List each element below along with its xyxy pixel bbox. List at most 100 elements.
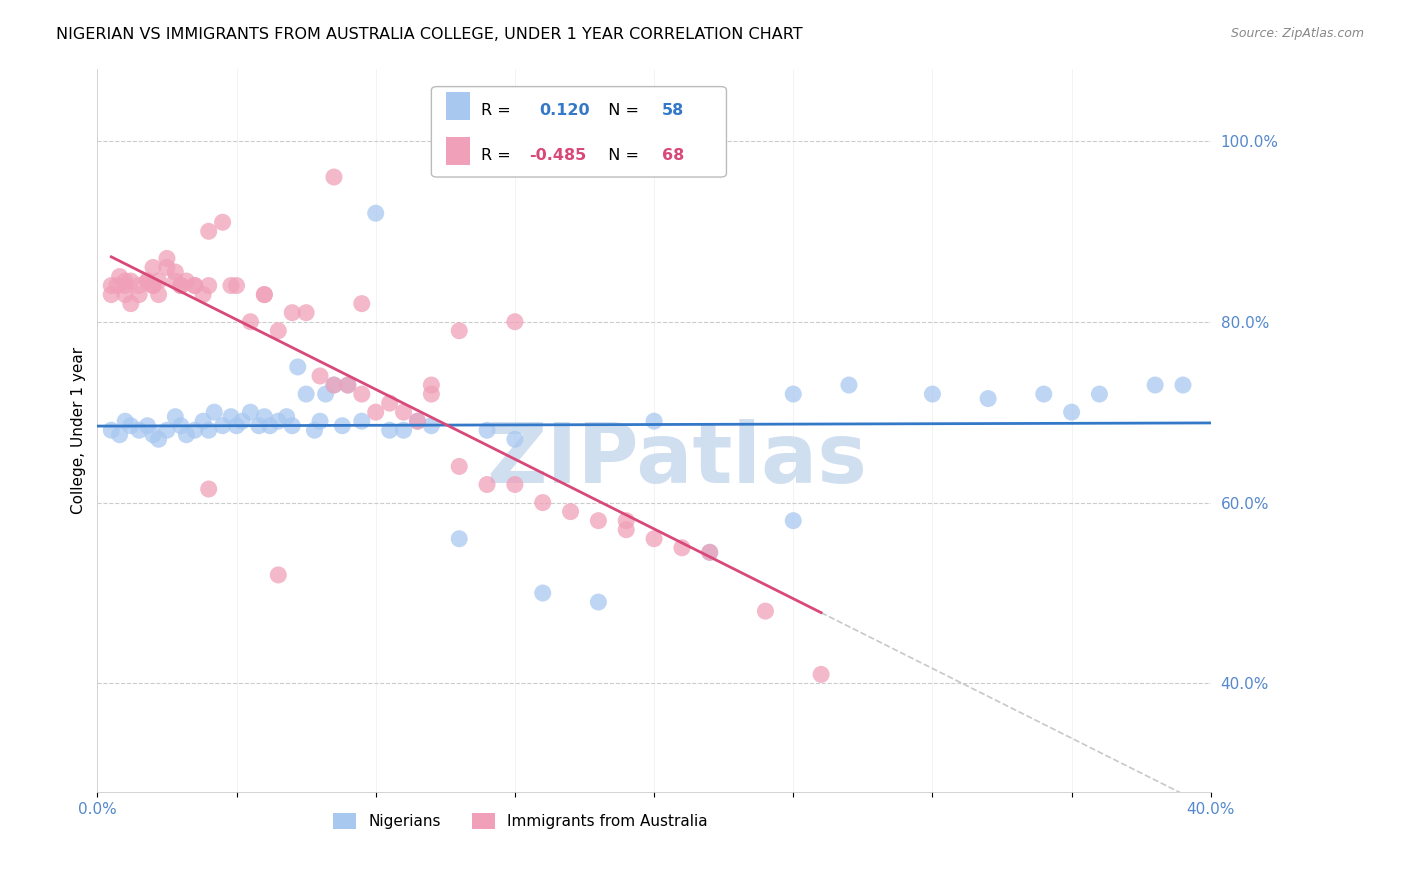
Point [148, 287, 170, 301]
Point [136, 274, 159, 288]
Point [100, 287, 122, 301]
Point [184, 423, 207, 437]
Point [782, 387, 804, 401]
Point [108, 269, 131, 284]
Point [191, 414, 214, 428]
Point [202, 405, 225, 419]
Point [392, 423, 415, 437]
Point [323, 378, 346, 392]
Point [105, 278, 128, 293]
Point [239, 315, 262, 329]
Point [165, 274, 187, 288]
Point [253, 287, 276, 301]
Point [165, 265, 187, 279]
Point [148, 432, 170, 446]
Legend: Nigerians, Immigrants from Australia: Nigerians, Immigrants from Australia [328, 806, 714, 835]
Point [211, 418, 233, 433]
Point [330, 418, 353, 433]
Point [100, 423, 122, 437]
Point [531, 495, 554, 509]
Point [253, 287, 276, 301]
Point [1060, 405, 1083, 419]
Point [1171, 378, 1194, 392]
Point [128, 423, 150, 437]
Point [108, 427, 131, 442]
Point [120, 418, 142, 433]
Point [406, 414, 429, 428]
Point [364, 206, 387, 220]
Point [267, 414, 290, 428]
Point [114, 278, 136, 293]
Point [295, 306, 318, 320]
Point [921, 387, 943, 401]
Point [114, 414, 136, 428]
Point [378, 423, 401, 437]
Point [191, 287, 214, 301]
Point [754, 604, 776, 618]
Point [128, 278, 150, 293]
Text: 0.120: 0.120 [540, 103, 591, 119]
Point [225, 418, 247, 433]
Point [1088, 387, 1111, 401]
Text: Source: ZipAtlas.com: Source: ZipAtlas.com [1230, 27, 1364, 40]
Point [475, 423, 498, 437]
Point [142, 278, 165, 293]
Point [699, 545, 721, 559]
Point [170, 418, 193, 433]
Point [114, 274, 136, 288]
Point [120, 274, 142, 288]
Point [239, 405, 262, 419]
Point [184, 278, 207, 293]
Point [392, 405, 415, 419]
Point [531, 586, 554, 600]
Point [1144, 378, 1167, 392]
Point [219, 278, 242, 293]
Point [378, 396, 401, 410]
Point [350, 387, 373, 401]
Text: NIGERIAN VS IMMIGRANTS FROM AUSTRALIA COLLEGE, UNDER 1 YEAR CORRELATION CHART: NIGERIAN VS IMMIGRANTS FROM AUSTRALIA CO… [56, 27, 803, 42]
Point [699, 545, 721, 559]
Point [176, 274, 198, 288]
Point [276, 409, 298, 424]
Point [225, 278, 247, 293]
Point [588, 514, 610, 528]
Point [281, 306, 304, 320]
Point [614, 523, 637, 537]
Text: -0.485: -0.485 [530, 148, 586, 163]
Point [782, 514, 804, 528]
Point [449, 532, 471, 546]
Point [136, 274, 159, 288]
Point [211, 215, 233, 229]
FancyBboxPatch shape [432, 87, 727, 177]
Point [323, 378, 346, 392]
Point [588, 595, 610, 609]
Point [114, 287, 136, 301]
Point [336, 378, 359, 392]
Point [176, 427, 198, 442]
Point [128, 287, 150, 301]
Point [350, 414, 373, 428]
Point [309, 414, 332, 428]
Point [503, 315, 526, 329]
Text: ZIPatlas: ZIPatlas [486, 418, 868, 500]
Text: N =: N = [599, 148, 640, 163]
Point [838, 378, 860, 392]
Point [364, 405, 387, 419]
Point [197, 423, 219, 437]
Point [614, 514, 637, 528]
Point [156, 260, 179, 275]
Point [503, 477, 526, 491]
Point [671, 541, 693, 555]
Text: 68: 68 [662, 148, 685, 163]
Point [170, 278, 193, 293]
Point [170, 278, 193, 293]
Point [336, 378, 359, 392]
Point [304, 423, 326, 437]
Point [247, 418, 270, 433]
Point [165, 409, 187, 424]
Text: N =: N = [599, 103, 640, 119]
Point [197, 278, 219, 293]
Point [287, 359, 309, 374]
Point [267, 568, 290, 582]
Point [977, 392, 1000, 406]
